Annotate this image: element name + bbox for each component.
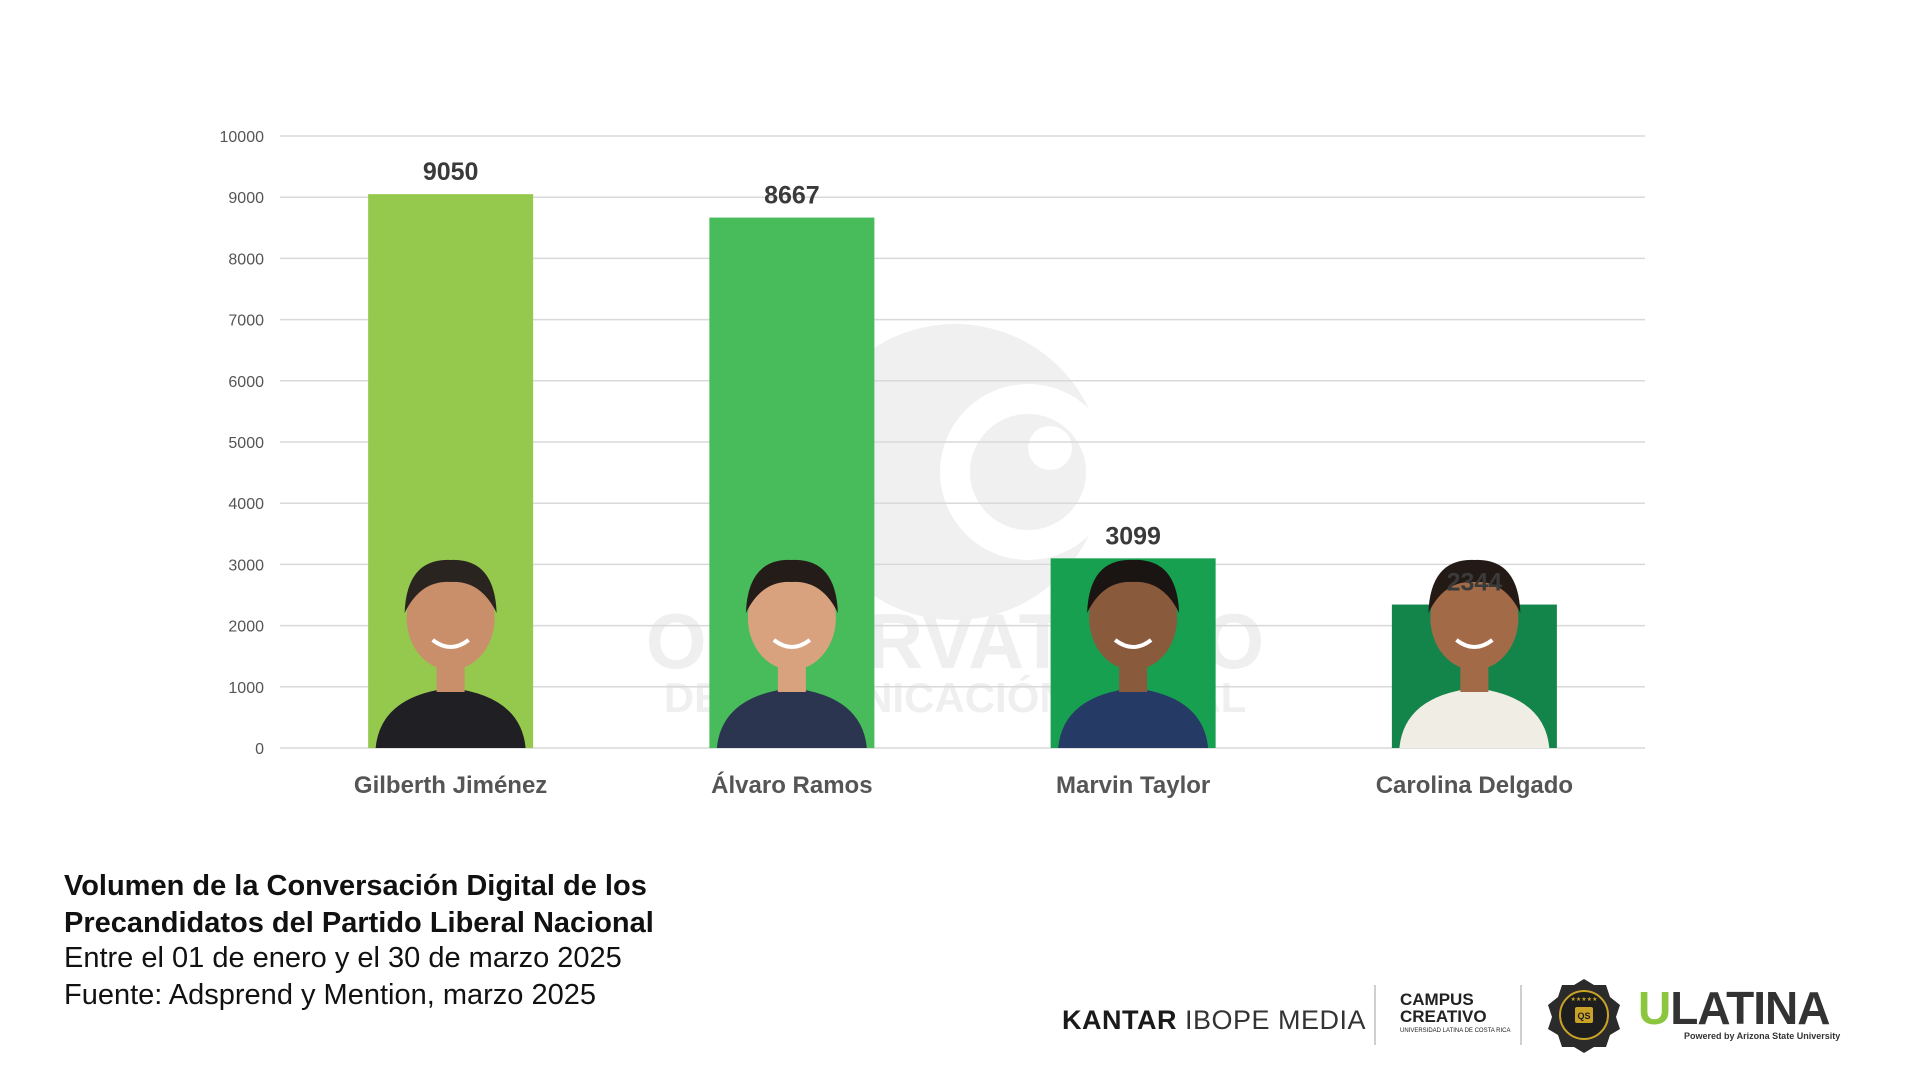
chart-title: Volumen de la Conversación Digital de lo…	[64, 868, 654, 942]
y-tick-label: 3000	[228, 557, 264, 574]
candidate-portrait-icon	[1058, 559, 1209, 748]
y-tick-label: 4000	[228, 496, 264, 513]
data-label: 3099	[1105, 522, 1161, 550]
category-label: Marvin Taylor	[1056, 772, 1210, 799]
category-label: Gilberth Jiménez	[354, 772, 547, 799]
creativo-word: CREATIVO	[1400, 1007, 1487, 1026]
logo-divider	[1374, 985, 1376, 1045]
ulatina-powered-by: Powered by Arizona State University	[1684, 1031, 1841, 1041]
chart-title-line1: Volumen de la Conversación Digital de lo…	[64, 870, 647, 902]
y-tick-label: 0	[255, 741, 264, 758]
x-axis-labels: Gilberth Jiménez Álvaro Ramos Marvin Taylo…	[354, 771, 1573, 799]
candidate-portrait-icon	[716, 559, 867, 748]
data-labels: 9050 8667 3099 2344	[423, 158, 1502, 596]
kantar-word: KANTAR	[1062, 1005, 1177, 1035]
y-tick-label: 9000	[228, 190, 264, 207]
candidate-portrait-icon	[1399, 559, 1550, 748]
y-tick-label: 6000	[228, 374, 264, 391]
y-tick-label: 10000	[220, 129, 265, 146]
y-tick-label: 8000	[228, 251, 264, 268]
y-axis-ticks: 0 1000 2000 3000 4000 5000 6000 7000 8000 9000 100…	[220, 129, 265, 758]
sponsor-logos: KANTAR IBOPE MEDIA CAMPUS CREATIVO UNIVE…	[1062, 975, 1852, 1075]
chart-title-line2: Precandidatos del Partido Liberal Nacion…	[64, 907, 654, 939]
data-label: 2344	[1447, 569, 1503, 597]
svg-text:★★★★★: ★★★★★	[1571, 996, 1598, 1003]
badge-text: QS	[1577, 1011, 1590, 1021]
campus-word: CAMPUS	[1400, 990, 1474, 1009]
ulatina-u: U	[1638, 982, 1671, 1034]
source-note: Fuente: Adsprend y Mention, marzo 2025	[64, 979, 596, 1011]
chart-subtitle: Entre el 01 de enero y el 30 de marzo 20…	[64, 940, 622, 1014]
campus-subtext: UNIVERSIDAD LATINA DE COSTA RICA	[1400, 1028, 1511, 1034]
candidate-portrait-icon	[375, 559, 526, 748]
y-tick-label: 7000	[228, 313, 264, 330]
data-label: 9050	[423, 158, 479, 186]
y-tick-label: 1000	[228, 680, 264, 697]
data-label: 8667	[764, 182, 820, 210]
candidate-portraits	[375, 559, 1550, 748]
watermark-eye-pupil	[970, 414, 1086, 530]
y-tick-label: 5000	[228, 435, 264, 452]
ibope-media-word: IBOPE MEDIA	[1185, 1005, 1367, 1035]
logo-divider	[1520, 985, 1522, 1045]
campus-creativo-logo: CAMPUS CREATIVO UNIVERSIDAD LATINA DE CO…	[1400, 991, 1510, 1035]
y-tick-label: 2000	[228, 619, 264, 636]
ulatina-logo: ULATINA Powered by Arizona State Univers…	[1638, 985, 1840, 1041]
ulatina-word: LATINA	[1670, 982, 1830, 1034]
date-range: Entre el 01 de enero y el 30 de marzo 20…	[64, 942, 622, 974]
watermark-eye-glint	[1028, 426, 1072, 470]
category-label: Álvaro Ramos	[711, 771, 872, 799]
category-label: Carolina Delgado	[1376, 772, 1573, 799]
qs-rating-badge-icon: QS ★★★★★	[1548, 979, 1620, 1053]
kantar-ibope-logo: KANTAR IBOPE MEDIA	[1062, 1005, 1366, 1036]
